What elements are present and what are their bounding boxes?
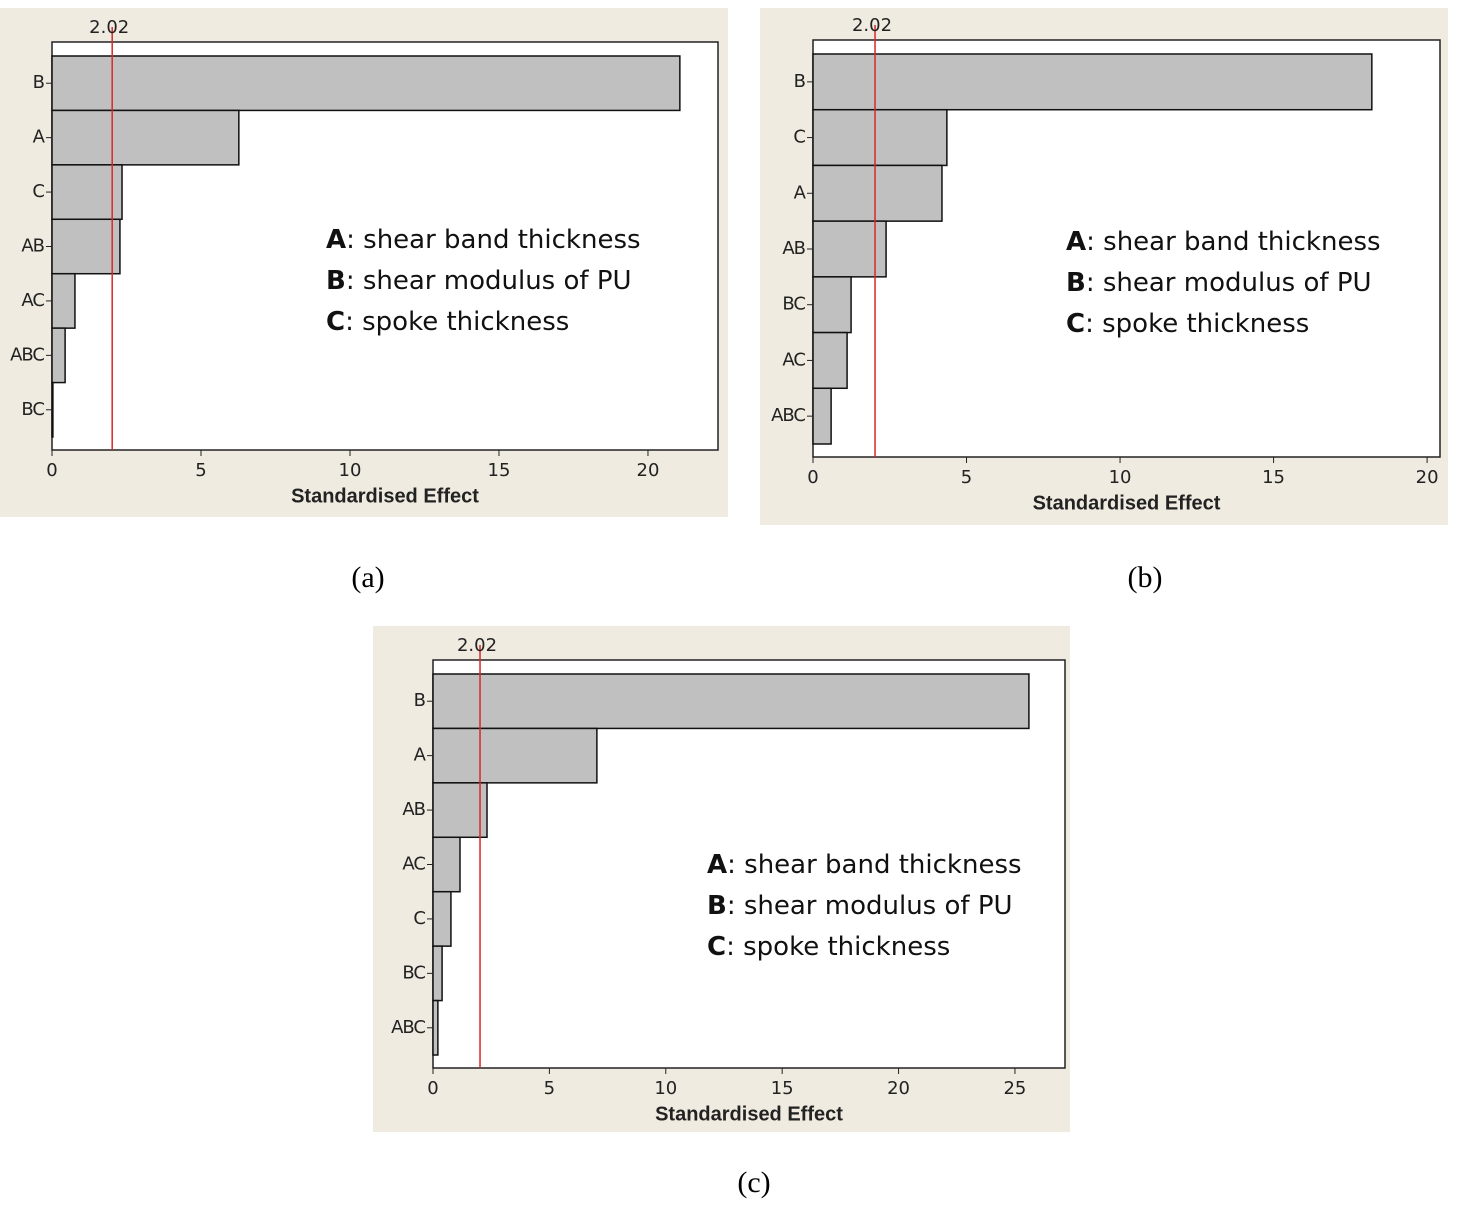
legend-key: A xyxy=(707,850,727,880)
x-tick-label: 20 xyxy=(887,1078,910,1099)
bar xyxy=(51,109,240,166)
x-tick-label: 15 xyxy=(488,460,511,481)
bar xyxy=(432,782,488,839)
y-tick-label: AB xyxy=(782,238,805,259)
bar xyxy=(812,220,887,278)
y-tick-label: ABC xyxy=(10,344,44,365)
x-tick-label: 5 xyxy=(961,467,972,488)
legend-entry: C: spoke thickness xyxy=(326,307,569,337)
legend-entry: A: shear band thickness xyxy=(1066,227,1381,257)
x-tick-label: 20 xyxy=(637,460,660,481)
legend-entry: C: spoke thickness xyxy=(1066,309,1309,339)
y-tick-label: BC xyxy=(21,399,44,420)
legend-entry: B: shear modulus of PU xyxy=(326,266,632,296)
legend-key: A xyxy=(326,225,346,255)
bar xyxy=(432,727,598,784)
x-axis-label: Standardised Effect xyxy=(1033,492,1221,514)
legend-entry: B: shear modulus of PU xyxy=(707,891,1013,921)
x-tick-label: 5 xyxy=(195,460,206,481)
x-tick-label: 25 xyxy=(1003,1078,1026,1099)
x-axis-label: Standardised Effect xyxy=(655,1103,843,1125)
reference-label: 2.02 xyxy=(852,15,892,36)
bar xyxy=(432,999,439,1056)
y-tick-label: AB xyxy=(402,799,425,820)
y-tick-label: BC xyxy=(402,962,425,983)
bar xyxy=(51,55,681,112)
legend-entry: C: spoke thickness xyxy=(707,932,950,962)
y-tick-label: AC xyxy=(402,854,425,875)
y-tick-label: A xyxy=(794,182,807,203)
bar xyxy=(812,53,1373,111)
bar xyxy=(432,673,1030,730)
x-tick-label: 0 xyxy=(46,460,57,481)
x-tick-label: 10 xyxy=(654,1078,677,1099)
y-tick-label: ABC xyxy=(391,1017,425,1038)
x-tick-label: 10 xyxy=(1109,467,1132,488)
bar xyxy=(812,164,943,222)
legend-key: C xyxy=(707,932,726,962)
y-tick-label: A xyxy=(33,127,46,148)
x-tick-label: 0 xyxy=(807,467,818,488)
bar xyxy=(51,381,54,438)
legend-text: : shear modulus of PU xyxy=(727,891,1013,921)
legend-key: B xyxy=(326,266,346,296)
x-tick-label: 10 xyxy=(339,460,362,481)
y-tick-label: C xyxy=(413,908,425,929)
x-axis-label: Standardised Effect xyxy=(291,485,479,507)
bar xyxy=(812,331,848,390)
panel-caption: (c) xyxy=(737,1166,770,1199)
legend-text: : spoke thickness xyxy=(726,932,950,962)
panel-caption: (b) xyxy=(1128,561,1163,594)
legend-entry: A: shear band thickness xyxy=(707,850,1022,880)
y-tick-label: C xyxy=(793,127,805,148)
x-tick-label: 5 xyxy=(544,1078,555,1099)
x-tick-label: 0 xyxy=(427,1078,438,1099)
legend-key: B xyxy=(707,891,727,921)
legend-text: : shear band thickness xyxy=(1086,227,1380,257)
y-tick-label: AB xyxy=(21,236,44,257)
panel-caption: (a) xyxy=(351,561,384,594)
x-tick-label: 15 xyxy=(771,1078,794,1099)
legend-text: : shear modulus of PU xyxy=(346,266,632,296)
bar xyxy=(432,945,443,1002)
y-tick-label: B xyxy=(414,690,426,711)
legend-key: A xyxy=(1066,227,1086,257)
legend-text: : shear band thickness xyxy=(346,225,640,255)
y-tick-label: BC xyxy=(782,294,805,315)
bar xyxy=(812,387,832,445)
y-tick-label: C xyxy=(32,181,44,202)
reference-label: 2.02 xyxy=(89,17,129,38)
legend-key: C xyxy=(326,307,345,337)
legend-key: C xyxy=(1066,309,1085,339)
bar xyxy=(51,218,121,275)
x-tick-label: 20 xyxy=(1416,467,1439,488)
bar xyxy=(812,276,852,334)
legend-text: : shear band thickness xyxy=(727,850,1021,880)
bar xyxy=(812,108,948,167)
y-tick-label: B xyxy=(33,72,45,93)
legend-entry: B: shear modulus of PU xyxy=(1066,268,1372,298)
legend-text: : spoke thickness xyxy=(345,307,569,337)
bar xyxy=(432,890,452,947)
legend-text: : spoke thickness xyxy=(1085,309,1309,339)
bar xyxy=(51,272,76,329)
bar xyxy=(432,836,461,893)
y-tick-label: B xyxy=(794,71,806,92)
y-tick-label: AC xyxy=(21,290,44,311)
y-tick-label: AC xyxy=(782,349,805,370)
y-tick-label: ABC xyxy=(771,405,805,426)
legend-key: B xyxy=(1066,268,1086,298)
reference-label: 2.02 xyxy=(457,635,497,656)
legend-entry: A: shear band thickness xyxy=(326,225,641,255)
x-tick-label: 15 xyxy=(1262,467,1285,488)
y-tick-label: A xyxy=(414,745,427,766)
legend-text: : shear modulus of PU xyxy=(1086,268,1372,298)
bar xyxy=(51,327,66,384)
